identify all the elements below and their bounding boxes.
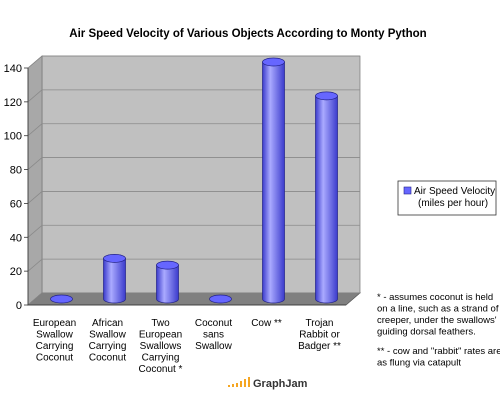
bar-body — [103, 258, 126, 304]
watermark-bar-icon — [240, 381, 242, 387]
watermark-bar-icon — [232, 384, 234, 387]
y-tick-label: 40 — [10, 232, 22, 244]
bar-top — [50, 294, 73, 304]
footnote: ** - cow and "rabbit" rates are as flung … — [377, 346, 500, 369]
x-tick-label: Coconut sans Swallow — [195, 318, 233, 352]
watermark-text: GraphJam — [253, 378, 308, 390]
bar-top — [156, 260, 179, 270]
plot-area: 0 20 40 60 80 100 120 140 European Swallow Carryin… — [4, 55, 361, 375]
bar — [262, 57, 285, 304]
bar-top — [209, 294, 232, 304]
gridline-side — [27, 191, 43, 204]
x-tick-label: Two European Swallows Carrying Coconut * — [139, 318, 183, 375]
chart-title: Air Speed Velocity of Various Objects Ac… — [69, 28, 426, 40]
bar — [156, 260, 179, 304]
legend: Air Speed Velocity (miles per hour) — [397, 180, 497, 216]
y-tick-label: 60 — [10, 198, 22, 210]
graphjam-watermark: GraphJam — [228, 377, 308, 390]
gridline-side — [27, 123, 43, 137]
y-tick-label: 120 — [4, 97, 22, 109]
gridline-side — [27, 258, 43, 272]
footnote: * - assumes coconut is held on a line, su… — [377, 292, 499, 338]
gridline-side — [27, 89, 43, 103]
x-tick-label: European Swallow Carrying Coconut — [33, 318, 76, 364]
bar — [50, 294, 73, 304]
plot-floor — [27, 292, 361, 306]
gridline-side — [27, 224, 43, 238]
legend-swatch — [403, 186, 412, 195]
bar-body — [315, 95, 338, 304]
x-tick-label: Cow ** — [251, 318, 282, 329]
bar-top — [262, 57, 285, 67]
legend-box — [397, 180, 497, 216]
watermark-bar-icon — [244, 379, 246, 387]
gridline-side — [27, 157, 43, 170]
bar-top — [103, 254, 126, 263]
y-tick-label: 20 — [10, 266, 22, 278]
plot-side-wall — [27, 55, 43, 306]
x-tick-label: Trojan Rabbit or Badger ** — [298, 318, 341, 352]
bar-body — [262, 61, 285, 304]
gridline-side — [27, 55, 43, 69]
bar — [315, 91, 338, 304]
watermark-bar-icon — [236, 383, 238, 387]
x-tick-label: African Swallow Carrying Coconut — [89, 318, 127, 364]
legend-label: Air Speed Velocity (miles per hour) — [414, 186, 495, 209]
y-tick-label: 0 — [16, 300, 22, 312]
gridline-side — [27, 292, 43, 306]
bar-top — [315, 91, 338, 101]
watermark-bar-icon — [228, 385, 230, 387]
y-tick-label: 80 — [10, 165, 22, 177]
y-tick-label: 140 — [4, 63, 22, 75]
watermark-bar-icon — [248, 377, 250, 387]
bar — [209, 294, 232, 304]
bar — [103, 254, 126, 304]
plot-back-wall — [41, 55, 361, 294]
y-tick-label: 100 — [4, 131, 22, 143]
footnotes: * - assumes coconut is held on a line, su… — [377, 292, 500, 369]
bar-body — [156, 264, 179, 304]
